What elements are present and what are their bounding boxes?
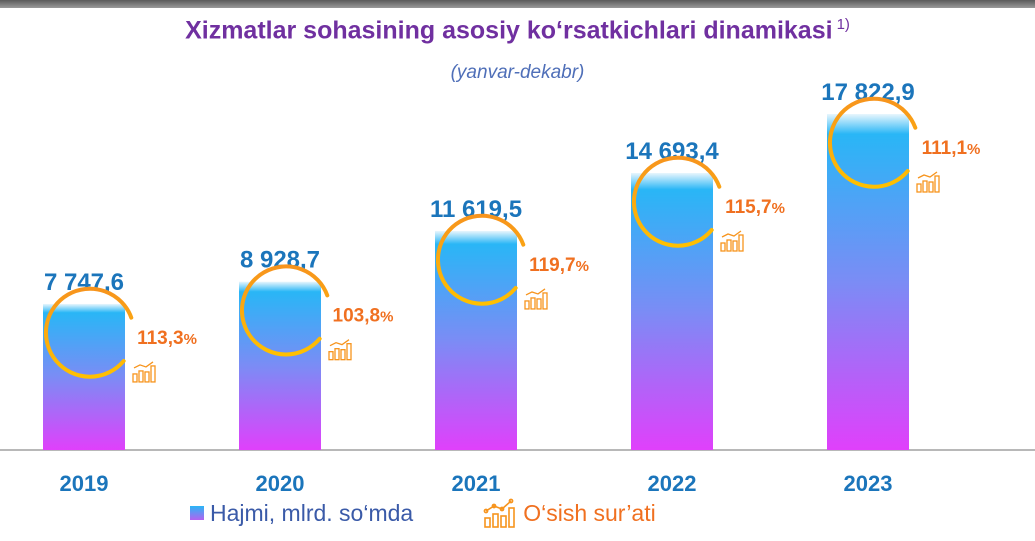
bar-2023 [827, 114, 909, 450]
chart-legend: Hajmi, mlrd. so‘mda O‘sish sur’ati [190, 498, 656, 528]
growth-chart-icon [916, 171, 940, 193]
growth-chart-icon [328, 339, 352, 361]
value-label-2022: 14 693,4 [625, 138, 719, 165]
growth-ring [240, 264, 330, 357]
growth-layer: 113,3% 103,8% 119,7% 115,7% 111,1% [44, 96, 981, 383]
value-label-2020: 8 928,7 [240, 247, 320, 274]
bar-2020 [239, 281, 321, 450]
growth-label-2019: 113,3% [137, 328, 197, 349]
title-footnote: 1) [836, 16, 850, 33]
growth-ring [828, 96, 918, 189]
growth-chart-icon [524, 288, 548, 310]
growth-label-2021: 119,7% [529, 255, 589, 276]
growth-label-2020: 103,8% [333, 306, 394, 327]
year-label-2019: 2019 [60, 471, 109, 496]
legend-volume-swatch [190, 506, 204, 520]
value-label-2019: 7 747,6 [44, 269, 124, 296]
legend-growth-label: O‘sish sur’ati [523, 499, 656, 526]
value-label-2021: 11 619,5 [430, 196, 522, 223]
chart-subtitle: (yanvar-dekabr) [450, 62, 585, 83]
growth-ring [632, 155, 722, 248]
chart-title: Xizmatlar sohasining asosiy ko‘rsatkichl… [185, 16, 850, 45]
growth-label-2023: 111,1% [922, 138, 981, 159]
growth-marker-2020: 103,8% [240, 264, 394, 361]
growth-marker-2023: 111,1% [828, 96, 981, 193]
growth-label-2022: 115,7% [725, 197, 785, 218]
growth-ring [44, 286, 134, 379]
growth-marker-2019: 113,3% [44, 286, 197, 383]
growth-marker-2021: 119,7% [436, 213, 589, 310]
growth-marker-2022: 115,7% [632, 155, 785, 252]
year-label-2020: 2020 [256, 471, 305, 496]
bars-layer [43, 114, 909, 450]
labels-layer: 7 747,6 2019 8 928,7 2020 11 619,5 2021 14 693… [44, 79, 915, 496]
year-label-2022: 2022 [648, 471, 697, 496]
value-label-2023: 17 822,9 [821, 79, 914, 106]
growth-chart-icon [483, 498, 516, 528]
growth-ring [436, 213, 526, 306]
top-bar [0, 0, 1035, 8]
year-label-2023: 2023 [844, 471, 893, 496]
bar-2021 [435, 230, 517, 450]
bar-2022 [631, 172, 713, 450]
growth-chart-icon [720, 230, 744, 252]
legend-volume-label: Hajmi, mlrd. so‘mda [210, 499, 414, 526]
year-label-2021: 2021 [452, 471, 501, 496]
growth-chart-icon [132, 361, 156, 383]
